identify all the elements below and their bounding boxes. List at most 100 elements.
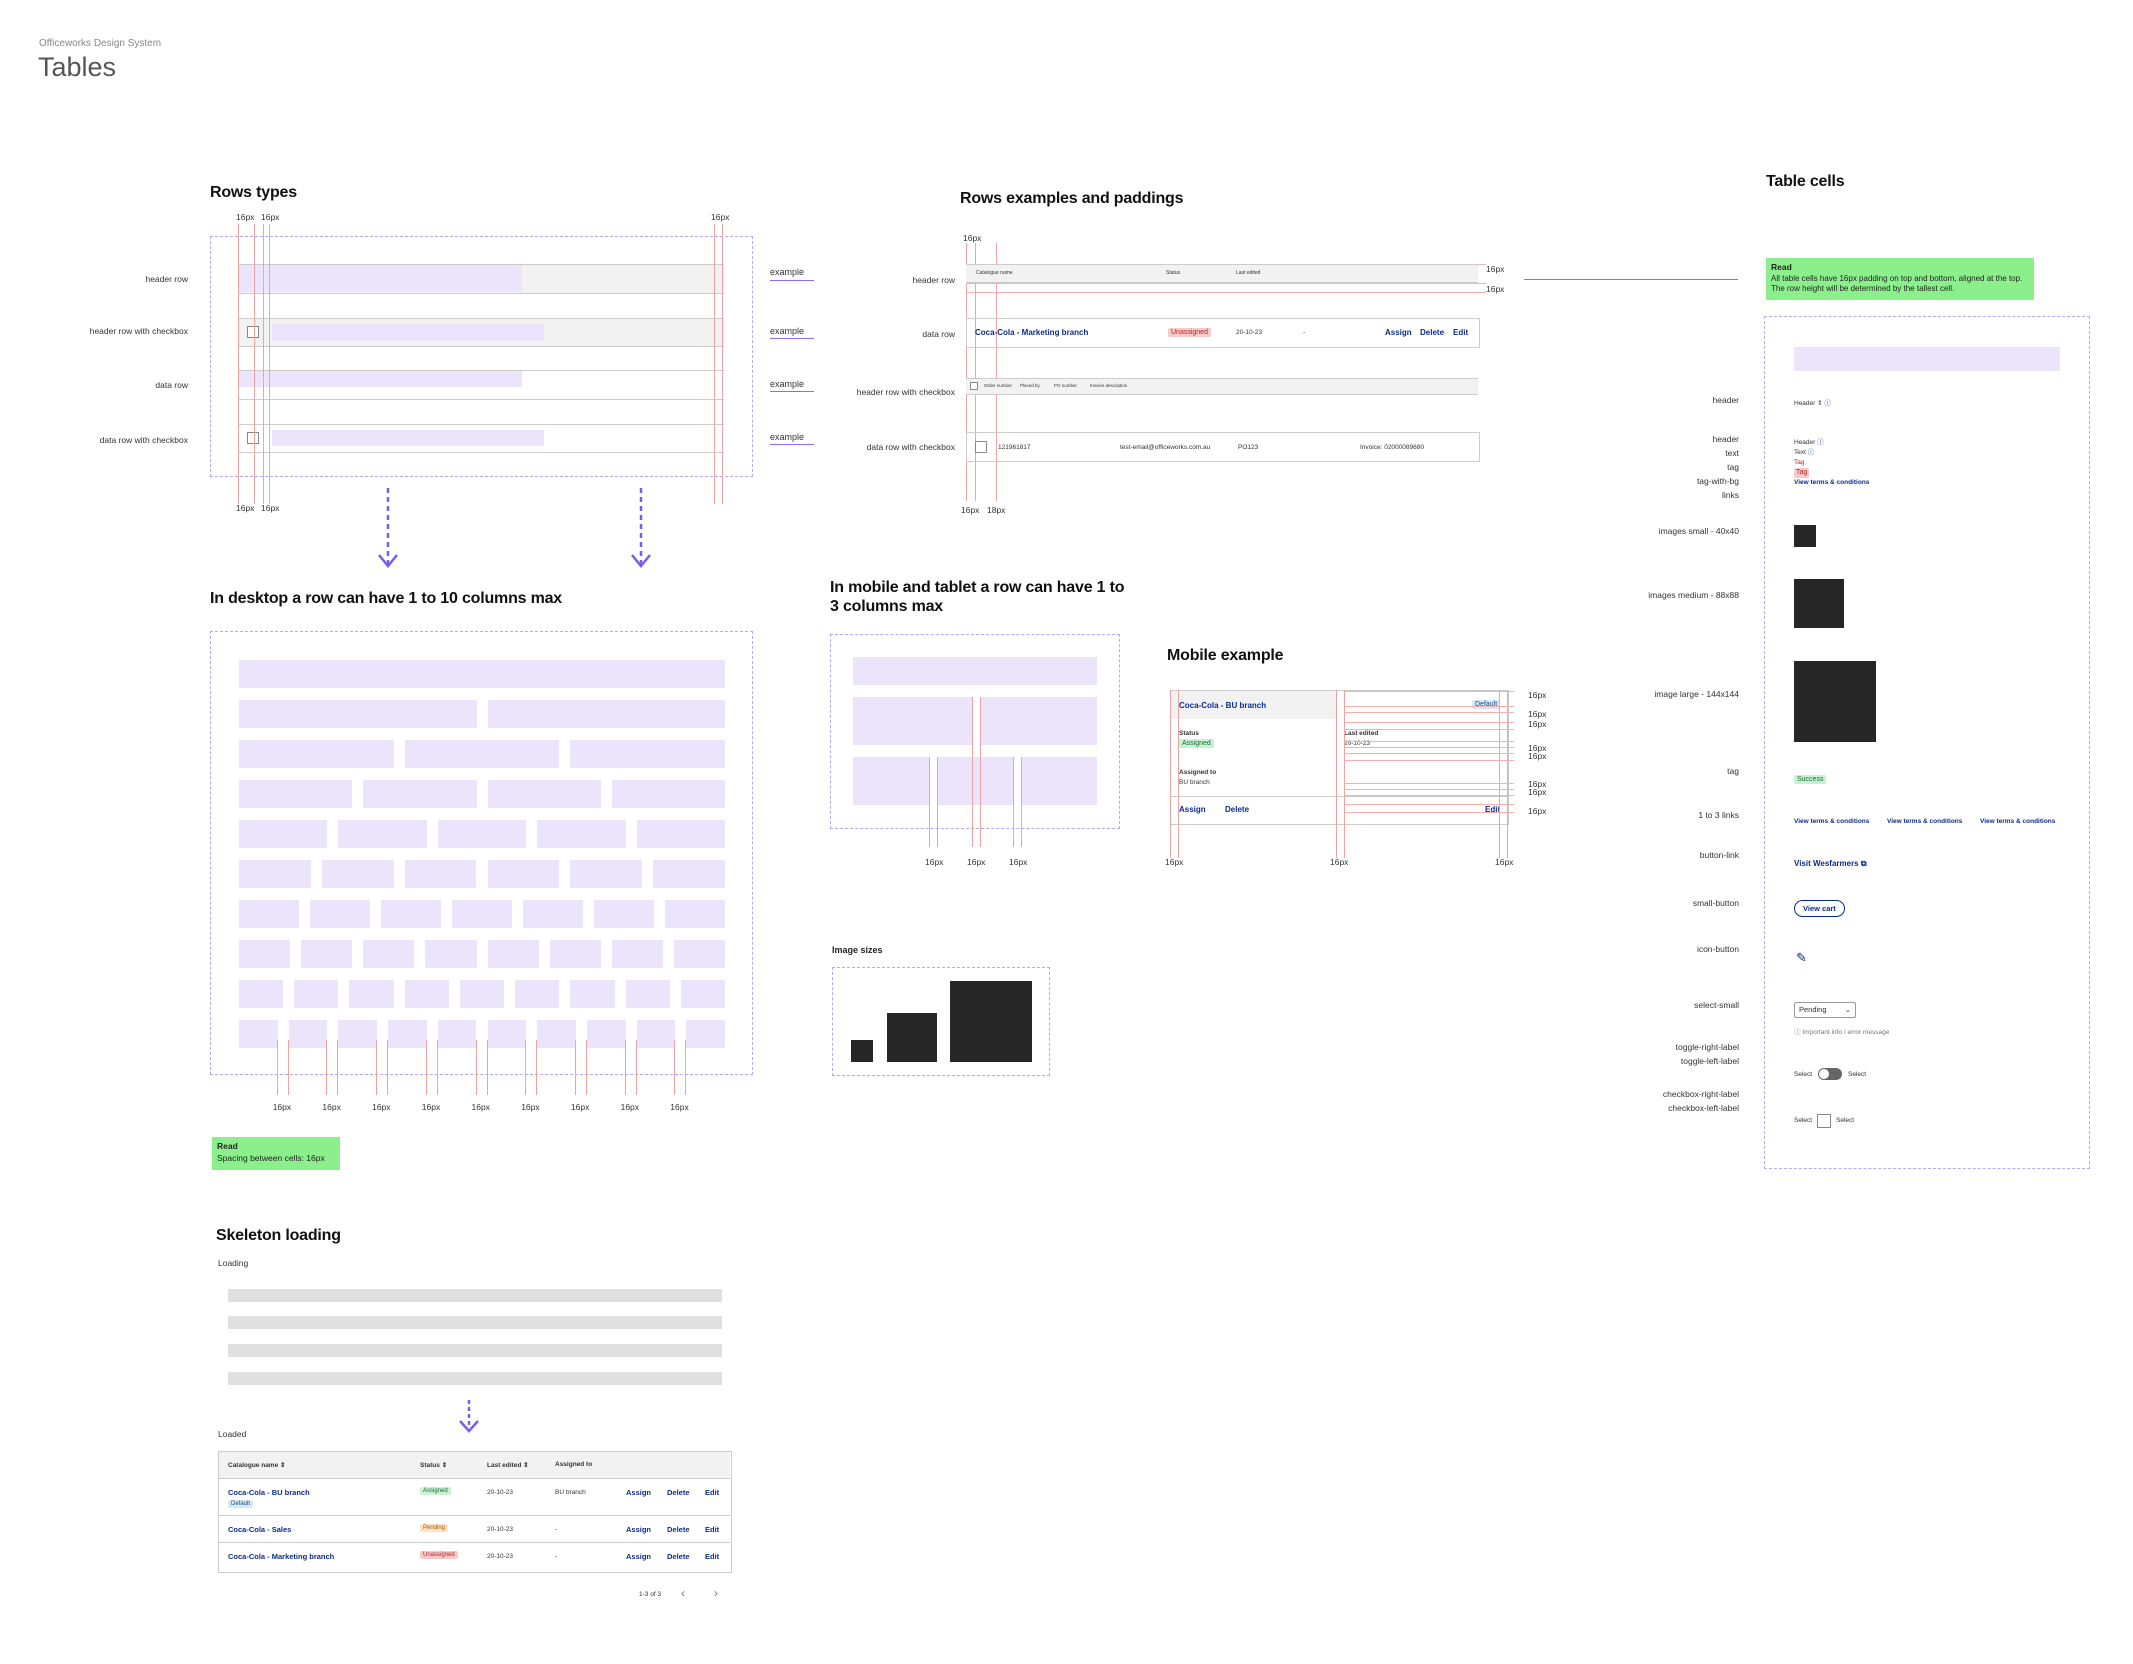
edit-link[interactable]: Edit: [1485, 805, 1501, 814]
edit-link[interactable]: Edit: [705, 1525, 720, 1534]
select-label: Select: [1848, 1071, 1867, 1078]
checkbox[interactable]: [970, 382, 978, 390]
column-cell: [437, 1020, 477, 1048]
catalogue-link[interactable]: Coca-Cola - Marketing branch: [975, 328, 1089, 337]
assign-link[interactable]: Assign: [626, 1552, 652, 1561]
padding-label: 16px: [967, 857, 986, 867]
column-cell: [404, 860, 477, 888]
info-icon[interactable]: ⓘ: [1824, 400, 1831, 407]
last-edited-value: 20-10-23: [1344, 740, 1371, 747]
assigned-label: Assigned to: [1179, 769, 1217, 776]
delete-link[interactable]: Delete: [1225, 805, 1250, 814]
skeleton-bar: [228, 1316, 722, 1329]
status-tag: Assigned: [1179, 739, 1214, 748]
edit-link[interactable]: Edit: [1453, 328, 1469, 337]
edit-pencil-icon[interactable]: ✎: [1796, 950, 1807, 965]
down-arrow-icon: [631, 488, 651, 568]
checkbox[interactable]: [975, 441, 987, 453]
padding-label: 16px: [1486, 264, 1505, 274]
terms-link[interactable]: View terms & conditions: [1887, 818, 1963, 825]
col-header[interactable]: Last edited ⇕: [487, 1461, 529, 1469]
column-cell: [288, 1020, 328, 1048]
catalogue-link[interactable]: Coca-Cola - BU branch: [1179, 701, 1267, 710]
assign-link[interactable]: Assign: [1179, 805, 1206, 814]
col-header[interactable]: Catalogue name ⇕: [228, 1461, 285, 1469]
padding-label: 16px: [1528, 709, 1547, 719]
checkbox[interactable]: [247, 432, 259, 444]
checkbox[interactable]: [1817, 1114, 1831, 1128]
status-select[interactable]: Pending ⌄: [1794, 1002, 1856, 1018]
po-cell: PO123: [1238, 444, 1259, 451]
delete-link[interactable]: Delete: [1420, 328, 1445, 337]
mobile-example-title: Mobile example: [1167, 647, 1284, 664]
info-icon[interactable]: ⓘ: [1807, 449, 1815, 456]
assign-link[interactable]: Assign: [626, 1488, 652, 1497]
col-header-text: Catalogue name: [228, 1462, 279, 1469]
cell-placeholder: [272, 430, 544, 446]
terms-link[interactable]: View terms & conditions: [1794, 818, 1870, 825]
catalogue-link[interactable]: Coca-Cola - Marketing branch: [228, 1552, 335, 1561]
success-tag: Success: [1794, 775, 1827, 784]
column-cell: [349, 980, 394, 1008]
skeleton-title: Skeleton loading: [216, 1227, 341, 1244]
terms-link[interactable]: View terms & conditions: [1980, 818, 2056, 825]
col-header[interactable]: Status ⇕: [420, 1461, 447, 1469]
terms-link[interactable]: View terms & conditions: [1794, 479, 1870, 486]
assign-link[interactable]: Assign: [1385, 328, 1412, 337]
column-cell: [673, 940, 725, 968]
column-cell: [680, 980, 725, 1008]
padding-label: 18px: [987, 505, 1006, 515]
column-cell: [294, 980, 339, 1008]
cell-label-group: toggle-right-label toggle-left-label: [1676, 1040, 1739, 1068]
toggle-switch[interactable]: [1818, 1068, 1842, 1080]
image-small: [1794, 525, 1816, 547]
invoice-cell: Invoice: 02000089680: [1360, 444, 1424, 451]
header-row-example: [966, 264, 1478, 283]
arrow: [1524, 279, 1738, 280]
assign-link[interactable]: Assign: [626, 1525, 652, 1534]
edit-link[interactable]: Edit: [705, 1488, 720, 1497]
col-header: Catalogue name: [976, 270, 1013, 276]
assigned-cell: -: [1303, 329, 1306, 336]
row-label: data row: [922, 329, 955, 339]
data-row-checkbox-example: [966, 432, 1480, 462]
edit-link[interactable]: Edit: [705, 1552, 720, 1561]
column-cell: [636, 820, 725, 848]
rows-types-title: Rows types: [210, 184, 297, 201]
delete-link[interactable]: Delete: [667, 1525, 690, 1534]
arrow: [770, 280, 814, 281]
chevron-right-icon[interactable]: ›: [714, 1586, 718, 1600]
note-title: Read: [217, 1141, 238, 1151]
visit-wesfarmers-link[interactable]: Visit Wesfarmers ⧉: [1794, 859, 1867, 869]
catalogue-link[interactable]: Coca-Cola - Sales: [228, 1525, 292, 1534]
view-cart-button[interactable]: View cart: [1794, 900, 1845, 917]
down-arrow-icon: [378, 488, 398, 568]
sort-icon[interactable]: ⇕: [1817, 400, 1823, 407]
checkbox[interactable]: [247, 326, 259, 338]
select-label: Select: [1794, 1071, 1813, 1078]
catalogue-link[interactable]: Coca-Cola - BU branch: [228, 1488, 310, 1497]
column-cell: [653, 860, 725, 888]
padding-label: 16px: [1486, 284, 1505, 294]
delete-link[interactable]: Delete: [667, 1552, 690, 1561]
cell-placeholder: [1794, 347, 2060, 371]
padding-label: 16px: [261, 212, 280, 222]
info-icon[interactable]: ⓘ: [1817, 439, 1824, 446]
desktop-title: In desktop a row can have 1 to 10 column…: [210, 590, 563, 607]
skeleton-bar: [228, 1372, 722, 1385]
delete-link[interactable]: Delete: [667, 1488, 690, 1497]
column-cell: [459, 980, 505, 1008]
image-large: [950, 981, 1032, 1062]
padding-label: 16px: [1528, 719, 1547, 729]
column-cell: [570, 980, 615, 1008]
example-label: example: [770, 267, 805, 277]
table-cells-title: Table cells: [1766, 173, 1845, 190]
note-text: Spacing between cells: 16px: [217, 1153, 325, 1163]
sort-icon: ⇕: [523, 1462, 529, 1469]
chevron-left-icon[interactable]: ‹: [681, 1586, 685, 1600]
padding-label: 16px: [1528, 787, 1547, 797]
default-tag: Default: [1472, 700, 1501, 709]
column-cell: [239, 1020, 278, 1048]
column-cell: [686, 1020, 725, 1048]
cell-label: checkbox-left-label: [1668, 1103, 1739, 1113]
